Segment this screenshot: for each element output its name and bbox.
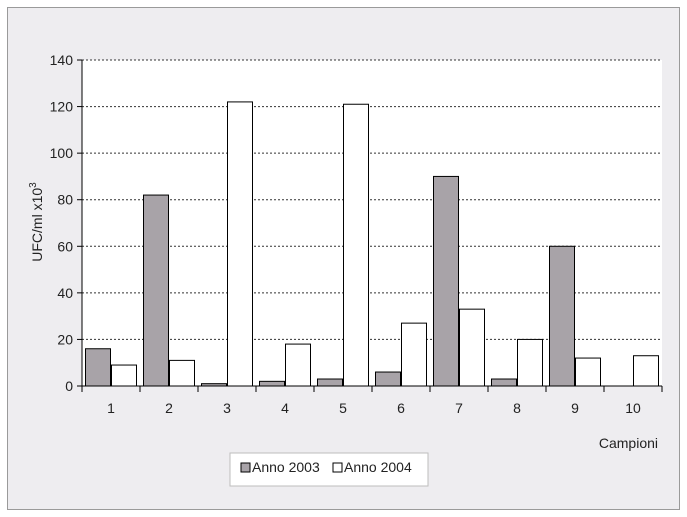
x-tick-label: 2 — [165, 400, 173, 416]
x-tick-label: 10 — [625, 400, 641, 416]
y-axis-label: UFC/ml x103 — [28, 182, 45, 262]
x-tick-label: 1 — [107, 400, 115, 416]
bar-anno-2004-8 — [517, 338, 543, 387]
bar-anno-2003-5 — [317, 378, 343, 387]
gridlines — [82, 59, 662, 340]
x-tick-labels: 1 2 3 4 5 6 7 8 9 10 — [107, 400, 641, 416]
bar-anno-2003-9 — [549, 245, 575, 387]
y-axis-label-sup: 3 — [28, 182, 39, 188]
x-tick-label: 5 — [339, 400, 347, 416]
x-tick-label: 6 — [397, 400, 405, 416]
bar-anno-2004-5 — [343, 103, 369, 387]
y-tick-labels: 0 20 40 60 80 100 120 140 — [50, 52, 74, 394]
y-tick-label: 140 — [50, 52, 74, 68]
legend-swatch-anno-2003 — [240, 462, 251, 473]
y-tick-label: 40 — [57, 285, 73, 301]
bar-anno-2004-9 — [575, 357, 601, 387]
y-tick-label: 80 — [57, 192, 73, 208]
legend-box — [229, 452, 429, 487]
legend-swatch-anno-2004 — [332, 462, 343, 473]
bar-anno-2004-10 — [633, 355, 659, 387]
bar-anno-2004-1 — [111, 364, 137, 387]
x-tick-label: 4 — [281, 400, 289, 416]
bar-anno-2003-8 — [491, 378, 517, 387]
bar-anno-2003-2 — [143, 194, 169, 387]
bars — [85, 101, 659, 387]
y-tick-label: 120 — [50, 99, 74, 115]
x-tick-label: 8 — [513, 400, 521, 416]
legend: Anno 2003 Anno 2004 — [229, 452, 429, 487]
bar-anno-2003-7 — [433, 175, 459, 387]
bar-anno-2003-1 — [85, 348, 111, 387]
bar-anno-2003-6 — [375, 371, 401, 387]
x-tick-label: 3 — [223, 400, 231, 416]
x-tick-label: 9 — [571, 400, 579, 416]
x-axis-label: Campioni — [599, 435, 658, 451]
bar-anno-2004-6 — [401, 322, 427, 387]
bar-anno-2004-4 — [285, 343, 311, 387]
bar-anno-2004-7 — [459, 308, 485, 387]
bar-anno-2004-2 — [169, 359, 195, 387]
y-tick-label: 20 — [57, 331, 73, 347]
y-tick-label: 0 — [65, 378, 73, 394]
y-tick-label: 60 — [57, 238, 73, 254]
legend-label-anno-2004: Anno 2004 — [344, 459, 412, 475]
legend-label-anno-2003: Anno 2003 — [252, 459, 320, 475]
x-tick-label: 7 — [455, 400, 463, 416]
bar-anno-2003-4 — [259, 380, 285, 387]
axes — [77, 59, 663, 392]
y-tick-label: 100 — [50, 145, 74, 161]
bar-anno-2004-3 — [227, 101, 253, 387]
